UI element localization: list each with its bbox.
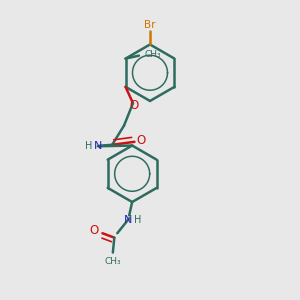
Text: H: H bbox=[134, 215, 141, 225]
Text: O: O bbox=[130, 99, 139, 112]
Text: H: H bbox=[85, 141, 93, 151]
Text: O: O bbox=[136, 134, 146, 147]
Text: CH₃: CH₃ bbox=[145, 50, 161, 58]
Text: N: N bbox=[124, 215, 132, 225]
Text: O: O bbox=[89, 224, 99, 237]
Text: Br: Br bbox=[144, 20, 156, 30]
Text: N: N bbox=[94, 141, 102, 151]
Text: CH₃: CH₃ bbox=[104, 257, 121, 266]
